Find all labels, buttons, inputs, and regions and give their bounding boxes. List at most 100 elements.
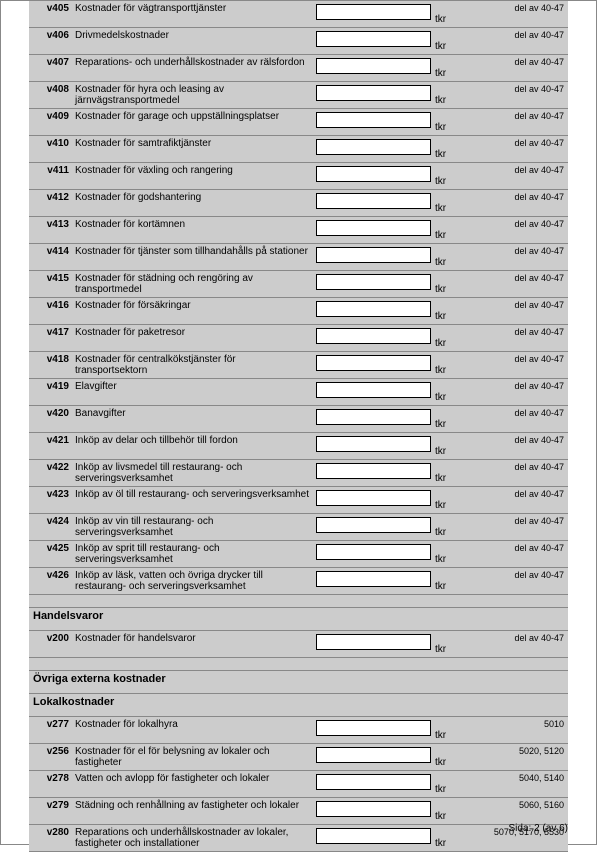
form-row: v411Kostnader för växling och rangeringt… xyxy=(29,163,568,190)
form-row: v406Drivmedelskostnadertkrdel av 40-47 xyxy=(29,28,568,55)
amount-input[interactable] xyxy=(316,571,431,587)
row-input-cell xyxy=(314,1,433,27)
form-row: v414Kostnader för tjänster som tillhanda… xyxy=(29,244,568,271)
amount-input[interactable] xyxy=(316,409,431,425)
form-row: v422Inköp av livsmedel till restaurang- … xyxy=(29,460,568,487)
amount-input[interactable] xyxy=(316,382,431,398)
row-input-cell xyxy=(314,136,433,162)
row-note: 5010 xyxy=(459,717,568,743)
row-description: Kostnader för paketresor xyxy=(73,325,314,351)
amount-input[interactable] xyxy=(316,463,431,479)
row-input-cell xyxy=(314,541,433,567)
row-note: del av 40-47 xyxy=(459,568,568,594)
form-row: v408Kostnader för hyra och leasing av jä… xyxy=(29,82,568,109)
row-unit: tkr xyxy=(433,825,459,851)
row-note: del av 40-47 xyxy=(459,631,568,657)
row-input-cell xyxy=(314,271,433,297)
row-description: Inköp av sprit till restaurang- och serv… xyxy=(73,541,314,567)
row-description: Kostnader för vägtransporttjänster xyxy=(73,1,314,27)
row-description: Inköp av livsmedel till restaurang- och … xyxy=(73,460,314,486)
amount-input[interactable] xyxy=(316,58,431,74)
amount-input[interactable] xyxy=(316,139,431,155)
amount-input[interactable] xyxy=(316,774,431,790)
amount-input[interactable] xyxy=(316,720,431,736)
row-code: v416 xyxy=(29,298,73,324)
row-note: del av 40-47 xyxy=(459,514,568,540)
section-title: Övriga externa kostnader xyxy=(29,673,166,691)
row-unit: tkr xyxy=(433,541,459,567)
amount-input[interactable] xyxy=(316,247,431,263)
row-input-cell xyxy=(314,798,433,824)
amount-input[interactable] xyxy=(316,328,431,344)
section-title: Handelsvaror xyxy=(29,610,103,628)
amount-input[interactable] xyxy=(316,517,431,533)
amount-input[interactable] xyxy=(316,828,431,844)
row-description: Kostnader för hyra och leasing av järnvä… xyxy=(73,82,314,108)
row-note: del av 40-47 xyxy=(459,271,568,297)
row-unit: tkr xyxy=(433,136,459,162)
amount-input[interactable] xyxy=(316,85,431,101)
row-unit: tkr xyxy=(433,744,459,770)
row-code: v425 xyxy=(29,541,73,567)
amount-input[interactable] xyxy=(316,747,431,763)
row-note: 5020, 5120 xyxy=(459,744,568,770)
form-row: v256Kostnader för el för belysning av lo… xyxy=(29,744,568,771)
row-code: v411 xyxy=(29,163,73,189)
section-subheader: Lokalkostnader xyxy=(29,694,568,717)
form-row: v423Inköp av öl till restaurang- och ser… xyxy=(29,487,568,514)
amount-input[interactable] xyxy=(316,436,431,452)
row-note: del av 40-47 xyxy=(459,136,568,162)
row-note: del av 40-47 xyxy=(459,379,568,405)
rows-container: v405Kostnader för vägtransporttjänstertk… xyxy=(29,1,568,852)
row-input-cell xyxy=(314,379,433,405)
row-unit: tkr xyxy=(433,406,459,432)
amount-input[interactable] xyxy=(316,544,431,560)
amount-input[interactable] xyxy=(316,4,431,20)
row-note: del av 40-47 xyxy=(459,352,568,378)
row-input-cell xyxy=(314,82,433,108)
amount-input[interactable] xyxy=(316,301,431,317)
row-input-cell xyxy=(314,717,433,743)
row-input-cell xyxy=(314,744,433,770)
row-input-cell xyxy=(314,568,433,594)
form-row: v413Kostnader för kortämnentkrdel av 40-… xyxy=(29,217,568,244)
form-row: v200Kostnader för handelsvarortkrdel av … xyxy=(29,631,568,658)
form-row: v409Kostnader för garage och uppställnin… xyxy=(29,109,568,136)
row-unit: tkr xyxy=(433,217,459,243)
row-input-cell xyxy=(314,298,433,324)
row-description: Banavgifter xyxy=(73,406,314,432)
row-code: v426 xyxy=(29,568,73,594)
row-code: v412 xyxy=(29,190,73,216)
row-input-cell xyxy=(314,352,433,378)
row-note: del av 40-47 xyxy=(459,460,568,486)
amount-input[interactable] xyxy=(316,634,431,650)
row-description: Kostnader för tjänster som tillhandahåll… xyxy=(73,244,314,270)
amount-input[interactable] xyxy=(316,801,431,817)
row-input-cell xyxy=(314,163,433,189)
row-code: v420 xyxy=(29,406,73,432)
row-code: v414 xyxy=(29,244,73,270)
row-unit: tkr xyxy=(433,55,459,81)
amount-input[interactable] xyxy=(316,220,431,236)
amount-input[interactable] xyxy=(316,193,431,209)
row-note: del av 40-47 xyxy=(459,244,568,270)
row-description: Kostnader för garage och uppställningspl… xyxy=(73,109,314,135)
row-input-cell xyxy=(314,28,433,54)
row-code: v277 xyxy=(29,717,73,743)
form-row: v407Reparations- och underhållskostnader… xyxy=(29,55,568,82)
amount-input[interactable] xyxy=(316,112,431,128)
amount-input[interactable] xyxy=(316,274,431,290)
row-description: Inköp av öl till restaurang- och serveri… xyxy=(73,487,314,513)
row-description: Kostnader för handelsvaror xyxy=(73,631,314,657)
amount-input[interactable] xyxy=(316,355,431,371)
section-header: Övriga externa kostnader xyxy=(29,671,568,694)
row-note: del av 40-47 xyxy=(459,163,568,189)
amount-input[interactable] xyxy=(316,166,431,182)
amount-input[interactable] xyxy=(316,490,431,506)
row-description: Kostnader för försäkringar xyxy=(73,298,314,324)
amount-input[interactable] xyxy=(316,31,431,47)
row-unit: tkr xyxy=(433,487,459,513)
row-code: v409 xyxy=(29,109,73,135)
row-note: del av 40-47 xyxy=(459,190,568,216)
row-unit: tkr xyxy=(433,460,459,486)
